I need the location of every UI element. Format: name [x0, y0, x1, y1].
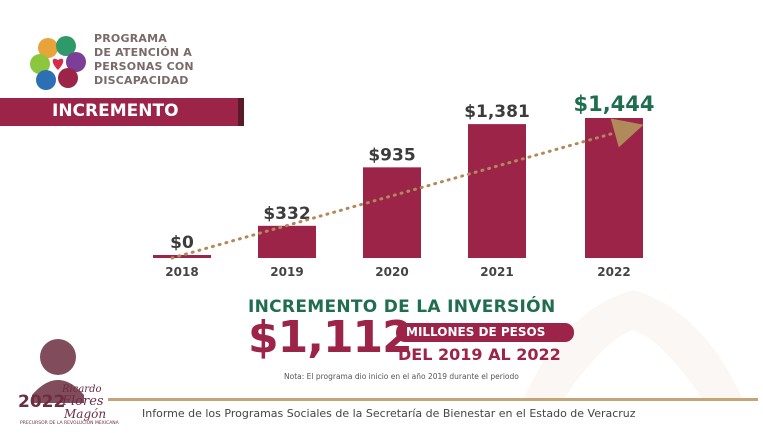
program-title: PROGRAMA DE ATENCIÓN A PERSONAS CON DISC… [94, 32, 254, 88]
investment-amount: $1,112 [248, 312, 413, 363]
data-label-2021: $1,381 [464, 102, 530, 122]
year-label-2018: 2018 [165, 265, 198, 279]
program-logo [30, 36, 86, 90]
bar-2021 [468, 124, 526, 258]
year-label-2021: 2021 [480, 265, 513, 279]
emblem-subtitle: PRECURSOR DE LA REVOLUCIÓN MEXICANA [20, 421, 119, 426]
year-label-2019: 2019 [270, 265, 303, 279]
data-label-2019: $332 [263, 204, 310, 224]
investment-range: DEL 2019 AL 2022 [398, 345, 561, 364]
program-title-line: PERSONAS CON [94, 60, 194, 73]
program-title-line: PROGRAMA [94, 32, 167, 45]
emblem-year: 2022 [18, 392, 66, 412]
program-title-line: DE ATENCIÓN A [94, 46, 193, 59]
bar-2018 [153, 255, 211, 258]
year-label-2020: 2020 [375, 265, 408, 279]
section-label: INCREMENTO [52, 101, 179, 121]
ricardo-flores-magon-emblem [32, 339, 84, 403]
trend-arrow [170, 118, 644, 260]
data-label-2022: $1,444 [573, 92, 654, 116]
year-label-2022: 2022 [597, 265, 630, 279]
section-banner: INCREMENTO [0, 98, 244, 126]
section-banner-edge [238, 98, 244, 126]
investment-title: INCREMENTO DE LA INVERSIÓN [248, 297, 556, 317]
emblem-name-last: Magón [64, 407, 107, 421]
footer-divider [108, 398, 758, 401]
investment-unit: MILLONES DE PESOS [406, 325, 546, 339]
investment-note: Nota: El programa dio inicio en el año 2… [284, 372, 519, 381]
bar-chart: $0 2018 $332 2019 $935 2020 $1,381 2021 $1,444 20… [153, 92, 655, 279]
footer-text: Informe de los Programas Sociales de la … [142, 407, 636, 420]
emblem-name-first: Ricardo [62, 384, 102, 395]
bar-2022 [585, 118, 643, 258]
bar-2020 [363, 167, 421, 258]
emblem-name-middle: Flores [62, 394, 104, 409]
investment-unit-pill: MILLONES DE PESOS [396, 323, 574, 342]
data-label-2018: $0 [170, 233, 194, 253]
background-pattern [523, 290, 743, 400]
data-label-2020: $935 [368, 145, 415, 165]
program-title-line: DISCAPACIDAD [94, 74, 189, 87]
